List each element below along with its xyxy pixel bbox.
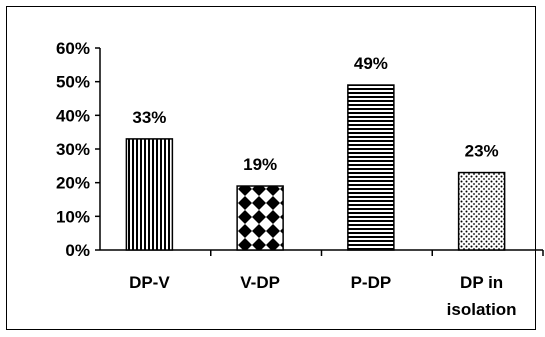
- data-label: 23%: [465, 142, 499, 161]
- y-tick-label: 30%: [56, 140, 90, 159]
- bar-3: [457, 171, 506, 251]
- labels: 0% 10% 20% 30% 40% 50% 60% 33% DP-V 19% V-DP 49% P-D…: [56, 39, 517, 319]
- data-label: 19%: [243, 155, 277, 174]
- bars: [125, 84, 506, 251]
- x-tick-label: V-DP: [240, 273, 280, 292]
- x-tick-label: isolation: [447, 300, 517, 319]
- y-tick-label: 60%: [56, 39, 90, 58]
- y-tick-label: 10%: [56, 207, 90, 226]
- bar-1: [236, 185, 284, 251]
- x-tick-label: DP in: [460, 273, 503, 292]
- data-label: 33%: [132, 108, 166, 127]
- x-tick-label: DP-V: [129, 273, 170, 292]
- data-label: 49%: [354, 54, 388, 73]
- x-tick-label: P-DP: [351, 273, 392, 292]
- bar-0: [125, 138, 174, 251]
- bar-2: [347, 84, 395, 251]
- chart-frame: [6, 6, 536, 330]
- y-tick-label: 0%: [65, 241, 90, 260]
- y-tick-label: 50%: [56, 73, 90, 92]
- y-tick-label: 40%: [56, 106, 90, 125]
- y-tick-label: 20%: [56, 174, 90, 193]
